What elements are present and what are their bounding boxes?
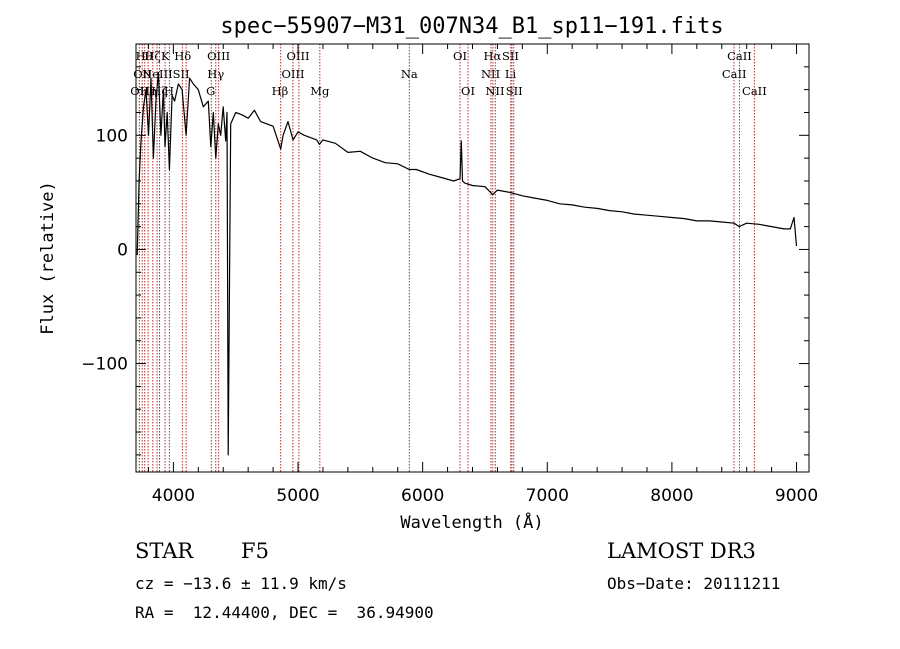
line-label: Hα	[484, 49, 502, 63]
line-label: OIII	[286, 49, 309, 63]
spectrum-line	[136, 71, 798, 456]
x-tick-label: 5000	[276, 486, 319, 506]
coordinates: RA = 12.44400, DEC = 36.94900	[135, 603, 434, 622]
line-label: H	[164, 84, 174, 98]
line-label: Hζ	[144, 49, 160, 63]
line-label: CaII	[742, 84, 767, 98]
spectrum-series	[136, 71, 798, 456]
x-tick-label: 6000	[401, 486, 444, 506]
redshift-info: cz = −13.6 ± 11.9 km/s	[135, 574, 347, 593]
line-label: OI	[461, 84, 475, 98]
line-label: OI	[453, 49, 467, 63]
x-tick-label: 9000	[775, 486, 818, 506]
y-axis-label: Flux (relative)	[38, 181, 58, 335]
y-tick-label: 0	[117, 240, 128, 260]
x-axis-label: Wavelength (Å)	[400, 511, 543, 533]
line-label: SII	[506, 84, 523, 98]
line-label: CaII	[722, 67, 747, 81]
line-label: SII	[173, 67, 190, 81]
line-label: Li	[505, 67, 517, 81]
object-class: STAR	[135, 539, 194, 563]
line-label: NII	[481, 67, 500, 81]
line-label: SII	[502, 49, 519, 63]
line-label: Na	[401, 67, 418, 81]
line-label: G	[206, 84, 215, 98]
line-label: OII	[133, 67, 152, 81]
x-tick-label: 7000	[526, 486, 569, 506]
survey-name: LAMOST DR3	[607, 539, 756, 563]
line-label: CaII	[727, 49, 752, 63]
y-tick-label: −100	[81, 355, 128, 375]
x-tick-label: 4000	[152, 486, 195, 506]
line-label: NII	[485, 84, 504, 98]
observation-date: Obs−Date: 20111211	[607, 574, 781, 593]
line-label: OIII	[207, 49, 230, 63]
line-label: Hγ	[207, 67, 224, 81]
object-subclass: F5	[241, 539, 269, 563]
line-label: K	[161, 49, 170, 63]
axis-ticks: 4000 5000 6000 7000 8000 9000 −100 0 100	[81, 43, 818, 506]
spectral-lines: OIIOIIHθHηHζNeIIIHζKHSIIHδGHγOIIIHβOIIIO…	[130, 44, 767, 472]
line-label: OIII	[282, 67, 305, 81]
chart-title: spec−55907−M31_007N34_B1_sp11−191.fits	[220, 14, 723, 39]
line-label: Hβ	[272, 84, 289, 98]
y-tick-label: 100	[96, 126, 128, 146]
plot-frame	[135, 43, 810, 473]
line-label: OII	[130, 84, 149, 98]
line-label: Hδ	[174, 49, 191, 63]
x-tick-label: 8000	[650, 486, 693, 506]
line-label: Mg	[310, 84, 330, 98]
